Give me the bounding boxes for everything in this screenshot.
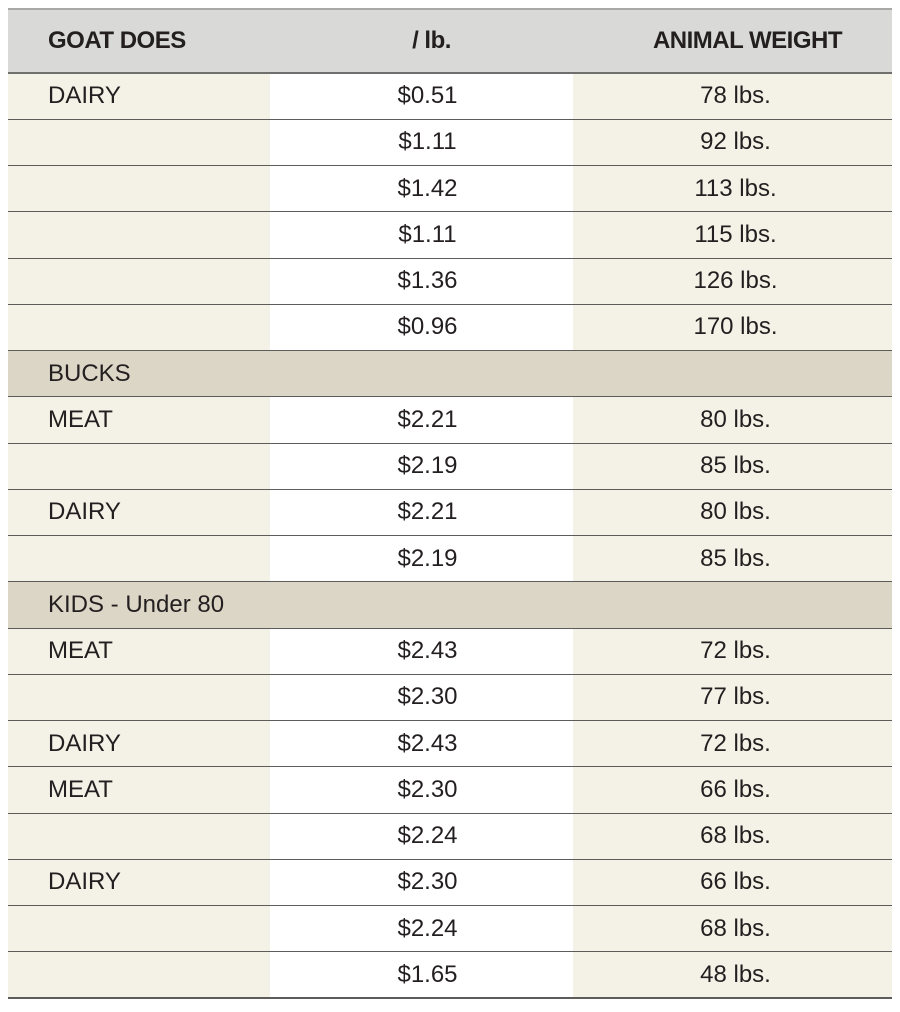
type-cell — [8, 951, 270, 1000]
price-cell: $1.11 — [270, 211, 573, 259]
weight-cell: 72 lbs. — [573, 720, 892, 768]
goat-price-table: GOAT DOES / lb. ANIMAL WEIGHT DAIRY $0.51… — [8, 8, 892, 1000]
table-row: $1.65 48 lbs. — [8, 951, 892, 1000]
table-row: DAIRY $0.51 78 lbs. — [8, 73, 892, 120]
price-cell: $0.96 — [270, 304, 573, 352]
weight-cell: 92 lbs. — [573, 119, 892, 167]
weight-cell: 77 lbs. — [573, 674, 892, 722]
table-row: $2.19 85 lbs. — [8, 443, 892, 490]
type-cell — [8, 535, 270, 583]
price-cell: $2.30 — [270, 674, 573, 722]
price-cell: $1.11 — [270, 119, 573, 167]
goat-price-table-container: GOAT DOES / lb. ANIMAL WEIGHT DAIRY $0.51… — [8, 8, 892, 1000]
type-cell: DAIRY — [8, 489, 270, 537]
type-cell: MEAT — [8, 396, 270, 444]
weight-cell: 66 lbs. — [573, 766, 892, 814]
price-cell: $2.43 — [270, 720, 573, 768]
weight-cell: 66 lbs. — [573, 859, 892, 907]
table-row: $1.11 115 lbs. — [8, 211, 892, 259]
type-cell: MEAT — [8, 628, 270, 675]
weight-cell: 115 lbs. — [573, 211, 892, 259]
weight-cell: 68 lbs. — [573, 813, 892, 860]
type-cell — [8, 119, 270, 167]
table-row: $2.24 68 lbs. — [8, 905, 892, 953]
header-row: GOAT DOES / lb. ANIMAL WEIGHT — [8, 8, 892, 74]
table-row: DAIRY $2.21 80 lbs. — [8, 489, 892, 537]
type-cell — [8, 443, 270, 490]
price-cell: $2.24 — [270, 813, 573, 860]
section-row: BUCKS — [8, 350, 892, 398]
price-cell: $0.51 — [270, 73, 573, 120]
weight-cell: 126 lbs. — [573, 258, 892, 305]
type-cell — [8, 304, 270, 352]
price-cell: $2.30 — [270, 859, 573, 907]
type-cell — [8, 211, 270, 259]
price-cell: $2.21 — [270, 396, 573, 444]
type-cell: DAIRY — [8, 859, 270, 907]
table-row: $2.24 68 lbs. — [8, 813, 892, 860]
table-row: $1.42 113 lbs. — [8, 165, 892, 213]
price-cell: $2.19 — [270, 443, 573, 490]
header-type: GOAT DOES — [8, 8, 270, 74]
table-row: $1.11 92 lbs. — [8, 119, 892, 167]
table-body: DAIRY $0.51 78 lbs. $1.11 92 lbs. $1.42 113 lb… — [8, 73, 892, 1000]
price-cell: $1.36 — [270, 258, 573, 305]
table-row: DAIRY $2.43 72 lbs. — [8, 720, 892, 768]
table-row: MEAT $2.43 72 lbs. — [8, 628, 892, 675]
weight-cell: 113 lbs. — [573, 165, 892, 213]
price-cell: $1.42 — [270, 165, 573, 213]
type-cell — [8, 813, 270, 860]
table-header: GOAT DOES / lb. ANIMAL WEIGHT — [8, 8, 892, 74]
table-row: MEAT $2.30 66 lbs. — [8, 766, 892, 814]
price-cell: $2.21 — [270, 489, 573, 537]
table-row: MEAT $2.21 80 lbs. — [8, 396, 892, 444]
price-cell: $2.43 — [270, 628, 573, 675]
section-row: KIDS - Under 80 — [8, 581, 892, 629]
type-cell — [8, 258, 270, 305]
weight-cell: 80 lbs. — [573, 396, 892, 444]
table-row: $0.96 170 lbs. — [8, 304, 892, 352]
section-label: BUCKS — [8, 350, 892, 398]
header-price-per-lb: / lb. — [270, 8, 573, 74]
weight-cell: 72 lbs. — [573, 628, 892, 675]
price-cell: $1.65 — [270, 951, 573, 1000]
section-label: KIDS - Under 80 — [8, 581, 892, 629]
type-cell: DAIRY — [8, 73, 270, 120]
weight-cell: 68 lbs. — [573, 905, 892, 953]
weight-cell: 48 lbs. — [573, 951, 892, 1000]
weight-cell: 170 lbs. — [573, 304, 892, 352]
price-cell: $2.19 — [270, 535, 573, 583]
type-cell: MEAT — [8, 766, 270, 814]
weight-cell: 85 lbs. — [573, 443, 892, 490]
type-cell — [8, 674, 270, 722]
weight-cell: 78 lbs. — [573, 73, 892, 120]
table-row: $1.36 126 lbs. — [8, 258, 892, 305]
table-row: $2.19 85 lbs. — [8, 535, 892, 583]
table-row: $2.30 77 lbs. — [8, 674, 892, 722]
price-cell: $2.24 — [270, 905, 573, 953]
type-cell: DAIRY — [8, 720, 270, 768]
type-cell — [8, 905, 270, 953]
type-cell — [8, 165, 270, 213]
weight-cell: 85 lbs. — [573, 535, 892, 583]
price-cell: $2.30 — [270, 766, 573, 814]
header-animal-weight: ANIMAL WEIGHT — [573, 8, 892, 74]
weight-cell: 80 lbs. — [573, 489, 892, 537]
table-row: DAIRY $2.30 66 lbs. — [8, 859, 892, 907]
